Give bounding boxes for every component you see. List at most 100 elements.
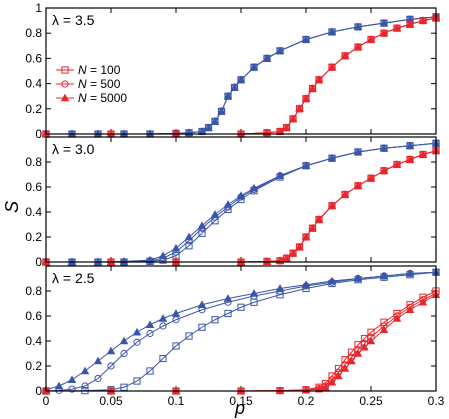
data-point: [353, 42, 363, 51]
data-point: [249, 289, 259, 297]
data-point: [197, 300, 207, 309]
data-point: [353, 147, 363, 156]
data-point: [340, 364, 350, 372]
y-tick-label: 0.8: [25, 155, 42, 169]
data-point: [354, 341, 362, 349]
data-point: [418, 297, 428, 306]
panel-label: λ = 3.5: [52, 12, 95, 28]
data-point: [367, 328, 375, 336]
data-point: [282, 253, 291, 262]
panel-frame: [45, 136, 437, 263]
data-point: [392, 23, 402, 32]
series-line: [46, 294, 437, 392]
y-tick-label: 0.2: [25, 102, 42, 116]
data-point: [360, 334, 369, 343]
data-point: [262, 54, 272, 62]
series-red-triangle: [41, 146, 441, 266]
data-point: [145, 255, 155, 264]
data-point: [184, 232, 194, 241]
data-point: [159, 322, 167, 330]
data-point: [327, 62, 337, 71]
data-point: [405, 155, 415, 163]
data-point: [172, 342, 180, 350]
series-red-triangle: [41, 290, 441, 395]
data-point: [282, 123, 291, 131]
panel-label: λ = 2.5: [52, 270, 95, 286]
data-point: [223, 91, 233, 100]
data-point: [120, 383, 128, 391]
data-point: [379, 18, 389, 27]
data-point: [327, 153, 337, 162]
y-axis-label: S: [2, 201, 22, 213]
data-point: [353, 181, 363, 190]
data-point: [217, 106, 226, 115]
data-point: [133, 338, 141, 346]
series-line: [46, 290, 437, 392]
data-point: [93, 356, 103, 365]
data-point: [224, 309, 232, 318]
series-line: [46, 150, 437, 263]
y-tick-label: 0: [35, 384, 42, 398]
x-tick-label: 0: [43, 394, 50, 408]
data-point: [366, 336, 376, 345]
data-point: [418, 16, 428, 24]
data-point: [379, 271, 389, 280]
data-point: [249, 183, 259, 192]
data-point: [301, 161, 311, 170]
data-point: [236, 191, 246, 200]
x-tick-label: 0.05: [99, 394, 123, 408]
series-red-square: [42, 147, 440, 266]
y-tick-label: 0.2: [25, 230, 42, 244]
y-tick-label: 0.6: [25, 180, 42, 194]
data-point: [366, 35, 376, 43]
data-point: [288, 114, 298, 123]
data-point: [145, 320, 155, 329]
data-point: [197, 221, 207, 230]
data-point: [360, 342, 369, 351]
data-point: [158, 251, 168, 260]
data-point: [223, 294, 233, 302]
data-point: [405, 19, 415, 28]
data-point: [314, 384, 324, 393]
panel-1: 0 0.2 0.4 0.6 0.8 1 λ = 3.5: [25, 1, 441, 141]
data-point: [107, 362, 115, 370]
panel-label: λ = 3.0: [52, 141, 95, 157]
data-point: [314, 75, 324, 84]
data-point: [204, 123, 213, 131]
data-point: [405, 305, 415, 314]
data-point: [133, 377, 141, 385]
data-point: [334, 371, 343, 380]
panel-frame: [45, 7, 437, 135]
data-point: [211, 316, 219, 324]
series-blue-triangle: [41, 267, 441, 394]
data-point: [67, 375, 77, 384]
data-point: [120, 349, 128, 358]
data-point: [146, 329, 154, 338]
data-point: [327, 201, 337, 210]
data-point: [210, 210, 220, 218]
y-tick-label: 0.4: [25, 205, 42, 219]
data-point: [380, 318, 388, 326]
data-point: [379, 325, 389, 334]
data-point: [301, 94, 311, 102]
data-point: [314, 215, 324, 223]
legend-label: N = 5000: [78, 91, 127, 105]
data-point: [379, 143, 389, 152]
data-point: [210, 117, 220, 125]
data-point: [68, 385, 76, 393]
data-point: [418, 150, 428, 158]
data-point: [353, 22, 363, 31]
data-point: [295, 242, 304, 251]
legend-marker-square-icon: [61, 66, 69, 74]
data-point: [353, 349, 363, 357]
legend-entry: N = 5000: [56, 91, 127, 105]
data-point: [327, 27, 337, 36]
legend-label: N = 500: [78, 77, 121, 91]
y-tick-label: 0: [35, 127, 42, 141]
data-point: [159, 354, 167, 363]
data-point: [405, 141, 415, 150]
legend-entry: N = 100: [56, 63, 121, 77]
series-line: [46, 142, 437, 263]
data-point: [295, 104, 304, 113]
